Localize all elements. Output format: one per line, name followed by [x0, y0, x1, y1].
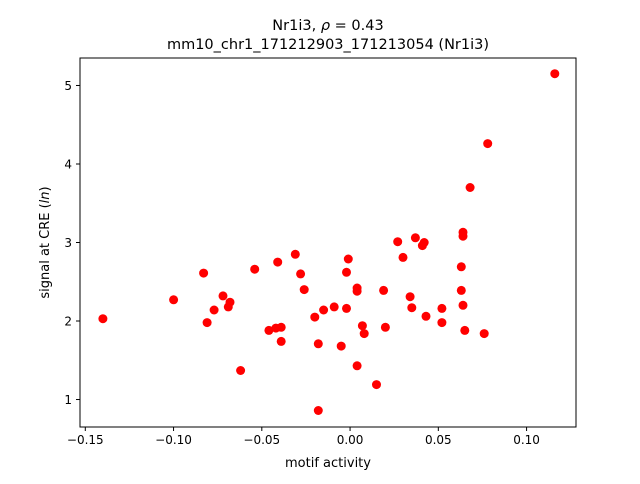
data-point — [550, 69, 560, 79]
data-point — [319, 305, 329, 315]
data-point — [379, 285, 389, 295]
data-point — [290, 249, 300, 259]
data-point — [479, 329, 489, 339]
data-point — [437, 318, 447, 328]
data-point — [218, 291, 228, 301]
data-point — [407, 303, 417, 313]
data-point — [202, 318, 212, 328]
chart-title-line1: Nr1i3, ρ = 0.43 — [272, 18, 383, 34]
y-tick-label: 5 — [64, 79, 72, 93]
x-tick-label: −0.15 — [67, 433, 104, 447]
y-tick-label: 2 — [64, 315, 72, 329]
data-point — [329, 302, 339, 312]
data-point — [421, 311, 431, 321]
data-point — [343, 254, 353, 264]
x-tick-label: 0.10 — [513, 433, 540, 447]
data-point — [250, 264, 260, 274]
y-tick-label: 3 — [64, 236, 72, 250]
x-axis-label: motif activity — [285, 456, 371, 471]
data-point — [456, 262, 466, 272]
x-tick-label: 0.00 — [337, 433, 364, 447]
data-point — [276, 322, 286, 332]
data-point — [169, 295, 179, 305]
data-point — [465, 183, 475, 192]
data-point — [299, 285, 309, 295]
data-point — [313, 339, 323, 349]
data-point — [352, 286, 362, 296]
data-point — [296, 269, 306, 279]
data-point — [236, 366, 246, 375]
data-point — [209, 305, 219, 315]
data-point — [310, 312, 320, 322]
x-tick-label: −0.05 — [243, 433, 280, 447]
x-tick-label: 0.05 — [425, 433, 452, 447]
data-point — [460, 325, 470, 335]
data-point — [225, 297, 235, 307]
data-point — [336, 341, 346, 351]
data-point — [352, 361, 362, 371]
data-point — [199, 268, 209, 278]
data-point — [98, 314, 108, 324]
y-tick-label: 1 — [64, 393, 72, 407]
data-point — [410, 233, 420, 243]
data-point — [456, 285, 466, 295]
data-point — [458, 300, 468, 310]
data-point — [359, 329, 369, 339]
y-tick-label: 4 — [64, 157, 72, 171]
data-point — [342, 303, 351, 313]
x-tick-label: −0.10 — [155, 433, 192, 447]
data-point — [398, 252, 408, 262]
data-point — [357, 321, 367, 331]
y-axis-ticks: 1 2 3 4 5 — [64, 79, 80, 407]
x-axis-ticks: −0.15 −0.10 −0.05 0.00 0.05 0.10 — [67, 427, 540, 447]
data-point — [342, 267, 351, 277]
data-point — [458, 231, 468, 241]
data-point — [393, 237, 403, 247]
data-point — [437, 303, 447, 313]
data-point — [419, 238, 429, 247]
points-layer — [98, 69, 560, 415]
data-point — [276, 336, 286, 346]
data-point — [405, 292, 415, 302]
data-point — [380, 322, 390, 332]
data-point — [273, 257, 283, 267]
chart-title-line2: mm10_chr1_171212903_171213054 (Nr1i3) — [167, 37, 489, 53]
data-point — [264, 325, 274, 335]
data-point — [372, 380, 381, 390]
y-axis-label: signal at CRE (ln) — [38, 186, 53, 298]
data-point — [313, 406, 323, 415]
data-point — [483, 139, 493, 149]
